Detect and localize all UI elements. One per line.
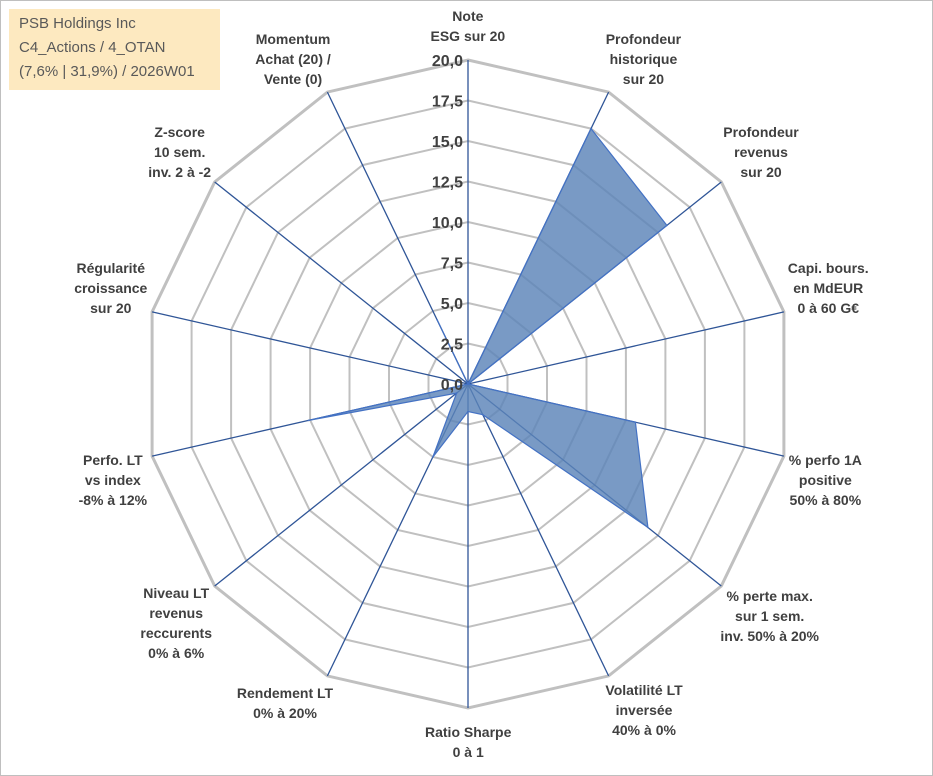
data-point-8 bbox=[432, 456, 434, 458]
data-point-12 bbox=[467, 383, 469, 385]
category-label: Volatilité LT inversée 40% à 0% bbox=[605, 680, 682, 740]
stats-period: (7,6% | 31,9%) / 2026W01 bbox=[19, 63, 195, 80]
category-label-line: 0% à 6% bbox=[148, 644, 205, 661]
category-label-line: vs index bbox=[84, 472, 141, 489]
category-label-line: Capi. bours. bbox=[787, 259, 869, 276]
category-label-line: inv. 50% à 20% bbox=[720, 627, 819, 644]
category-label: % perte max. sur 1 sem. inv. 50% à 20% bbox=[720, 586, 819, 646]
category-label: Z-score 10 sem. inv. 2 à -2 bbox=[148, 122, 211, 182]
category-label-line: sur 20 bbox=[622, 70, 665, 87]
category-label: Régularité croissance sur 20 bbox=[74, 258, 147, 318]
category-label-line: Volatilité LT bbox=[605, 681, 683, 698]
category-label-line: croissance bbox=[74, 279, 148, 296]
tick-label: 17,5 bbox=[432, 94, 463, 111]
category-label-line: % perfo 1A bbox=[788, 452, 862, 469]
category-label-line: reccurents bbox=[140, 624, 212, 641]
category-label-line: Profondeur bbox=[605, 30, 682, 47]
data-point-1 bbox=[590, 127, 592, 130]
category-label-line: Momentum bbox=[255, 30, 331, 47]
category-label-line: Achat (20) / bbox=[255, 50, 331, 67]
spoke-12 bbox=[214, 181, 469, 385]
data-point-2 bbox=[666, 224, 668, 227]
spoke-9 bbox=[214, 383, 469, 587]
category-label: Ratio Sharpe 0 à 1 bbox=[425, 722, 511, 762]
category-label-line: ESG sur 20 bbox=[430, 28, 506, 44]
category-label-line: 10 sem. bbox=[154, 144, 206, 161]
category-label: Momentum Achat (20) / Vente (0) bbox=[255, 29, 330, 89]
tick-label: 7,5 bbox=[441, 256, 463, 273]
tick-label: 12,5 bbox=[432, 175, 463, 192]
tick-label: 2,5 bbox=[441, 337, 463, 354]
category-label-line: 0 à 1 bbox=[452, 744, 484, 760]
category-label-line: Niveau LT bbox=[143, 584, 210, 601]
portfolio-path: C4_Actions / 4_OTAN bbox=[19, 39, 166, 56]
tick-label: 0,0 bbox=[441, 377, 463, 394]
category-label: Profondeur revenus sur 20 bbox=[723, 122, 798, 182]
category-label-line: positive bbox=[798, 472, 852, 489]
radar-series bbox=[307, 127, 668, 529]
category-label-line: revenus bbox=[734, 144, 788, 161]
category-label: Profondeur historique sur 20 bbox=[606, 29, 681, 89]
category-label: Perfo. LT vs index -8% à 12% bbox=[79, 450, 147, 510]
radial-tick-labels: 0,0 2,5 5,0 7,5 10,0 12,5 15,0 17,5 20,0 bbox=[432, 53, 463, 394]
category-label-line: revenus bbox=[149, 604, 204, 621]
category-label-line: % perte max. bbox=[726, 587, 813, 604]
category-label-line: inversée bbox=[615, 701, 673, 718]
category-label-line: 0 à 60 G€ bbox=[797, 299, 860, 316]
series-area-0 bbox=[308, 127, 668, 529]
tick-label: 20,0 bbox=[432, 53, 463, 70]
tick-label: 5,0 bbox=[441, 296, 463, 313]
data-point-9 bbox=[455, 392, 458, 394]
tick-label: 15,0 bbox=[432, 134, 463, 151]
category-label-line: historique bbox=[609, 50, 678, 67]
category-label-line: Rendement LT bbox=[236, 684, 334, 701]
category-label-line: sur 1 sem. bbox=[735, 607, 805, 624]
data-point-10 bbox=[307, 419, 310, 422]
category-label-line: Z-score bbox=[154, 124, 205, 141]
category-label-line: Régularité bbox=[76, 259, 145, 276]
tick-label: 10,0 bbox=[432, 215, 463, 232]
spoke-11 bbox=[151, 311, 469, 385]
category-label-line: sur 20 bbox=[90, 299, 132, 316]
category-label: Niveau LT revenus reccurents 0% à 6% bbox=[140, 583, 212, 663]
category-label-line: Note bbox=[452, 8, 484, 24]
category-label-line: 40% à 0% bbox=[612, 721, 676, 738]
category-label-line: -8% à 12% bbox=[78, 492, 148, 509]
data-point-13 bbox=[436, 319, 438, 321]
category-label-line: Vente (0) bbox=[263, 70, 323, 87]
spoke-3 bbox=[467, 311, 785, 385]
category-label-line: Perfo. LT bbox=[83, 452, 143, 469]
info-box: PSB Holdings Inc C4_Actions / 4_OTAN (7,… bbox=[9, 9, 220, 90]
category-label: Capi. bours. en MdEUR 0 à 60 G€ bbox=[788, 258, 869, 318]
data-point-6 bbox=[482, 413, 484, 416]
category-label-line: sur 20 bbox=[740, 164, 782, 181]
data-point-4 bbox=[634, 421, 637, 424]
category-label: % perfo 1A positive 50% à 80% bbox=[789, 450, 862, 510]
category-label-line: 50% à 80% bbox=[789, 492, 862, 509]
company-name: PSB Holdings Inc bbox=[19, 15, 136, 32]
category-label-line: 0% à 20% bbox=[253, 704, 317, 721]
category-label-line: Profondeur bbox=[723, 124, 799, 141]
category-label-line: Ratio Sharpe bbox=[425, 724, 512, 740]
category-label: Rendement LT 0% à 20% bbox=[237, 683, 333, 723]
spoke-6 bbox=[467, 383, 610, 677]
data-point-5 bbox=[647, 526, 649, 529]
category-label: Note ESG sur 20 bbox=[431, 6, 506, 46]
data-point-7 bbox=[467, 410, 469, 413]
category-label-line: inv. 2 à -2 bbox=[148, 164, 212, 181]
category-label-line: en MdEUR bbox=[793, 279, 864, 296]
